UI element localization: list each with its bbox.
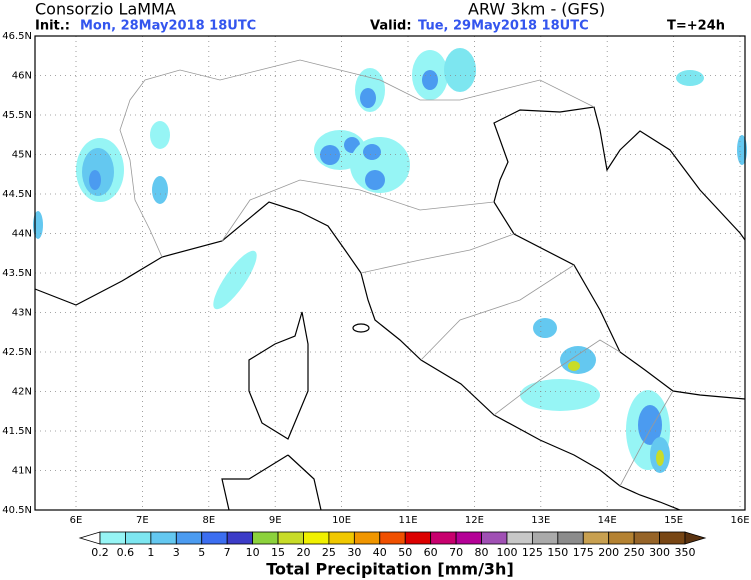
colorbar-label: 5 [198, 546, 205, 559]
lat-label: 43.5N [2, 268, 32, 279]
colorbar-title: Total Precipitation [mm/3h] [266, 560, 514, 579]
title: Consorzio LaMMA [35, 0, 176, 19]
colorbar-box [404, 531, 432, 545]
lon-label: 13E [531, 515, 550, 526]
colorbar-label: 125 [522, 546, 543, 559]
lon-label: 10E [332, 515, 351, 526]
coastlines [34, 59, 746, 511]
colorbar-label: 50 [398, 546, 412, 559]
lon-label: 6E [70, 515, 83, 526]
colorbar-box [277, 531, 304, 545]
colorbar-label: 1 [147, 546, 154, 559]
colorbar-label: 80 [475, 546, 489, 559]
precipitation [33, 48, 747, 473]
lat-label: 43N [12, 308, 32, 319]
colorbar-box [531, 531, 559, 545]
model: ARW 3km - (GFS) [468, 0, 605, 19]
lat-label: 41.5N [2, 426, 32, 437]
colorbar-box [99, 531, 126, 545]
axes: 46.5N 46N 45.5N 45N 44.5N 44N 43.5N 43N 42.5N 42N… [2, 31, 749, 526]
colorbar-box [557, 531, 584, 545]
colorbar-label: 0.2 [91, 546, 109, 559]
colorbar-label: 250 [624, 546, 645, 559]
colorbar-box [659, 531, 686, 545]
init: Mon, 28May2018 18UTC [80, 19, 256, 34]
colorbar-arrow [684, 531, 707, 545]
colorbar-box [328, 531, 355, 545]
valid: Tue, 29May2018 18UTC [418, 19, 589, 34]
colorbar-box [226, 531, 254, 545]
colorbar-box [582, 531, 610, 545]
lat-label: 45N [12, 150, 32, 161]
colorbar-box [303, 531, 330, 545]
lon-label: 16E [730, 515, 749, 526]
colorbar: 0.2 0.6 1 3 5 7 10 15 20 25 30 40 50 60 70 80 100 125 150 1… [78, 531, 707, 559]
colorbar-label: 300 [649, 546, 670, 559]
colorbar-label: 3 [173, 546, 180, 559]
colorbar-label: 200 [598, 546, 619, 559]
lon-label: 9E [269, 515, 282, 526]
lat-label: 41N [12, 466, 32, 477]
colorbar-label: 10 [246, 546, 260, 559]
colorbar-label: 7 [224, 546, 231, 559]
lat-label: 40.5N [2, 505, 32, 516]
lat-label: 42N [12, 387, 32, 398]
colorbar-box [481, 531, 508, 545]
colorbar-box [125, 531, 152, 545]
lon-label: 8E [202, 515, 215, 526]
map-frame [34, 35, 746, 511]
colorbar-label: 15 [271, 546, 285, 559]
lat-label: 45.5N [2, 110, 32, 121]
lat-label: 44N [12, 229, 32, 240]
colorbar-label: 20 [296, 546, 310, 559]
colorbar-box [252, 531, 279, 545]
colorbar-label: 175 [573, 546, 594, 559]
lat-label: 46.5N [2, 31, 32, 42]
colorbar-box [150, 531, 177, 545]
lead-time: T=+24h [667, 19, 725, 34]
colorbar-label: 30 [347, 546, 361, 559]
lon-label: 7E [136, 515, 149, 526]
init-label: Init.: [35, 19, 70, 34]
colorbar-label: 350 [675, 546, 696, 559]
colorbar-arrow [78, 531, 101, 545]
colorbar-label: 150 [547, 546, 568, 559]
colorbar-label: 100 [496, 546, 517, 559]
lon-label: 12E [465, 515, 484, 526]
colorbar-label: 60 [424, 546, 438, 559]
lat-label: 46N [12, 71, 32, 82]
colorbar-box [455, 531, 482, 545]
colorbar-box [353, 531, 381, 545]
valid-label: Valid: [370, 19, 412, 34]
lon-label: 15E [664, 515, 683, 526]
colorbar-box [430, 531, 457, 545]
map [33, 35, 747, 511]
colorbar-box [175, 531, 203, 545]
colorbar-label: 25 [322, 546, 336, 559]
colorbar-box [633, 531, 660, 545]
colorbar-box [379, 531, 406, 545]
colorbar-label: 40 [373, 546, 387, 559]
lon-label: 14E [598, 515, 617, 526]
colorbar-label: 70 [449, 546, 463, 559]
colorbar-box [608, 531, 635, 545]
lat-label: 44.5N [2, 189, 32, 200]
lon-label: 11E [398, 515, 417, 526]
colorbar-box [506, 531, 533, 545]
colorbar-label: 0.6 [117, 546, 135, 559]
lat-label: 42.5N [2, 347, 32, 358]
colorbar-box [201, 531, 228, 545]
